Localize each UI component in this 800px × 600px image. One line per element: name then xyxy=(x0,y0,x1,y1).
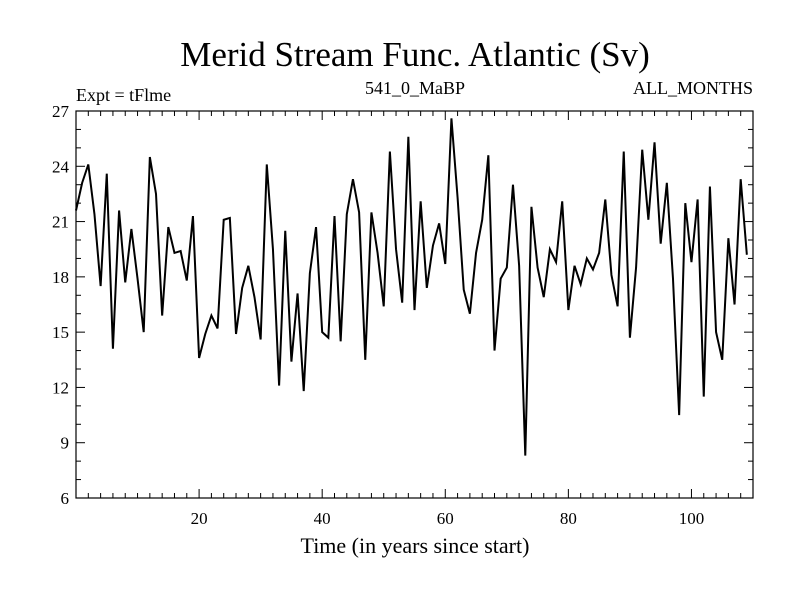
series-line xyxy=(75,118,748,456)
x-tick-label: 40 xyxy=(314,509,331,528)
y-tick-label: 9 xyxy=(61,434,70,453)
y-tick-label: 6 xyxy=(61,489,70,508)
months-label: ALL_MONTHS xyxy=(633,78,753,98)
x-axis-label: Time (in years since start) xyxy=(301,533,530,558)
y-tick-label: 18 xyxy=(52,268,69,287)
x-tick-label: 100 xyxy=(679,509,705,528)
age-label: 541_0_MaBP xyxy=(365,78,465,98)
x-tick-label: 80 xyxy=(560,509,577,528)
chart-title: Merid Stream Func. Atlantic (Sv) xyxy=(180,35,650,74)
x-tick-label: 60 xyxy=(437,509,454,528)
plot-frame xyxy=(75,110,754,499)
experiment-label: Expt = tFlme xyxy=(76,85,171,105)
y-tick-label: 15 xyxy=(52,323,69,342)
y-tick-label: 27 xyxy=(52,102,70,121)
y-tick-label: 24 xyxy=(52,157,70,176)
y-tick-label: 21 xyxy=(52,213,69,232)
y-tick-label: 12 xyxy=(52,378,69,397)
x-axis: 20 40 60 80 100 xyxy=(87,111,742,528)
y-axis: 6 9 12 15 18 21 24 27 xyxy=(52,102,753,508)
series-lines xyxy=(75,118,748,456)
x-tick-label: 20 xyxy=(191,509,208,528)
